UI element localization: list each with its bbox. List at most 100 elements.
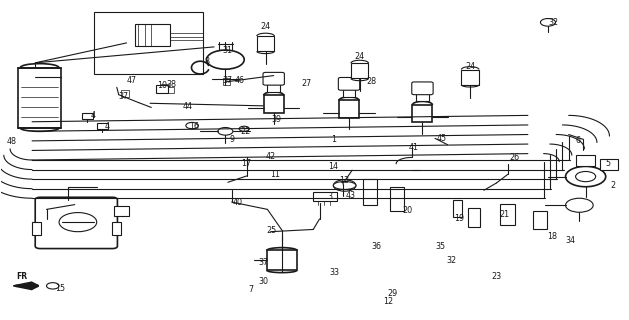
- Bar: [94, 12, 203, 74]
- Bar: [97, 123, 108, 129]
- Bar: [313, 193, 337, 201]
- Text: 30: 30: [258, 276, 268, 285]
- Bar: [135, 24, 170, 46]
- Text: 13: 13: [340, 176, 350, 185]
- FancyBboxPatch shape: [35, 197, 118, 249]
- Circle shape: [186, 123, 198, 129]
- Circle shape: [565, 166, 606, 187]
- Text: 16: 16: [189, 122, 199, 131]
- Bar: [267, 84, 280, 92]
- Text: 22: 22: [240, 127, 250, 136]
- Text: 18: 18: [547, 232, 557, 241]
- Bar: [223, 78, 230, 85]
- Text: 40: 40: [233, 197, 243, 206]
- Text: 5: 5: [606, 159, 611, 168]
- Circle shape: [218, 127, 233, 135]
- Text: 24: 24: [355, 52, 365, 61]
- Circle shape: [206, 50, 244, 69]
- Bar: [267, 251, 297, 270]
- Bar: [576, 155, 595, 166]
- Text: 46: 46: [234, 76, 244, 85]
- Bar: [162, 84, 169, 91]
- Text: 23: 23: [491, 272, 501, 281]
- Text: 7: 7: [248, 284, 253, 293]
- Text: 11: 11: [270, 170, 280, 179]
- Text: 17: 17: [242, 159, 252, 168]
- Text: 4: 4: [105, 122, 110, 131]
- Text: 29: 29: [388, 289, 398, 298]
- Text: 43: 43: [346, 191, 356, 200]
- Text: 14: 14: [328, 162, 338, 171]
- Circle shape: [540, 19, 555, 26]
- Text: 37: 37: [118, 92, 128, 101]
- Circle shape: [239, 126, 249, 131]
- Text: 37: 37: [258, 258, 268, 267]
- Text: 12: 12: [384, 297, 394, 306]
- Bar: [453, 200, 462, 217]
- Text: 44: 44: [182, 102, 192, 111]
- Text: 24: 24: [465, 61, 476, 70]
- Bar: [600, 159, 618, 170]
- Bar: [343, 89, 355, 97]
- Text: 9: 9: [229, 135, 234, 144]
- Bar: [264, 95, 284, 113]
- Text: 20: 20: [403, 206, 413, 215]
- Bar: [413, 105, 433, 123]
- Bar: [351, 63, 369, 78]
- Bar: [468, 208, 479, 227]
- Bar: [461, 69, 479, 85]
- Text: 25: 25: [267, 226, 277, 235]
- Text: 32: 32: [548, 19, 558, 28]
- Text: 1: 1: [331, 135, 336, 144]
- Circle shape: [565, 198, 593, 212]
- Text: 42: 42: [265, 152, 276, 161]
- Text: 47: 47: [126, 76, 136, 85]
- Circle shape: [333, 180, 356, 191]
- Text: 45: 45: [437, 134, 447, 143]
- Text: 28: 28: [366, 77, 376, 86]
- Bar: [499, 204, 515, 225]
- Bar: [364, 179, 377, 204]
- Text: 39: 39: [272, 115, 282, 124]
- Circle shape: [47, 283, 59, 289]
- Bar: [390, 187, 404, 211]
- Bar: [82, 113, 93, 119]
- Bar: [167, 87, 174, 93]
- Text: 8: 8: [204, 57, 209, 66]
- Text: 34: 34: [565, 236, 576, 245]
- Text: 19: 19: [454, 214, 464, 223]
- Text: 15: 15: [55, 284, 65, 292]
- Text: 2: 2: [610, 181, 615, 190]
- Polygon shape: [13, 282, 32, 290]
- Text: 31: 31: [223, 45, 233, 55]
- Bar: [114, 206, 130, 216]
- Text: 48: 48: [7, 137, 17, 146]
- Circle shape: [576, 172, 596, 182]
- Text: 26: 26: [509, 153, 519, 162]
- Bar: [339, 100, 359, 118]
- Bar: [416, 93, 429, 101]
- Text: 3: 3: [328, 192, 333, 201]
- Text: 24: 24: [260, 22, 270, 31]
- FancyBboxPatch shape: [338, 77, 360, 90]
- Bar: [157, 85, 168, 93]
- FancyBboxPatch shape: [412, 82, 433, 95]
- Bar: [533, 211, 547, 228]
- Bar: [32, 222, 41, 235]
- Circle shape: [59, 212, 97, 232]
- Text: 37: 37: [223, 76, 233, 85]
- Text: 27: 27: [302, 79, 312, 88]
- Text: 38: 38: [167, 80, 176, 89]
- Text: 41: 41: [409, 143, 419, 152]
- Text: 33: 33: [330, 268, 340, 277]
- Bar: [113, 222, 121, 235]
- Text: 6: 6: [576, 136, 581, 145]
- Ellipse shape: [333, 181, 356, 189]
- Bar: [18, 68, 61, 128]
- Text: 32: 32: [446, 256, 457, 265]
- Text: 4: 4: [91, 111, 96, 120]
- Text: 10: 10: [158, 81, 167, 90]
- Bar: [121, 90, 129, 97]
- Bar: [257, 36, 274, 51]
- Text: FR: FR: [16, 272, 28, 281]
